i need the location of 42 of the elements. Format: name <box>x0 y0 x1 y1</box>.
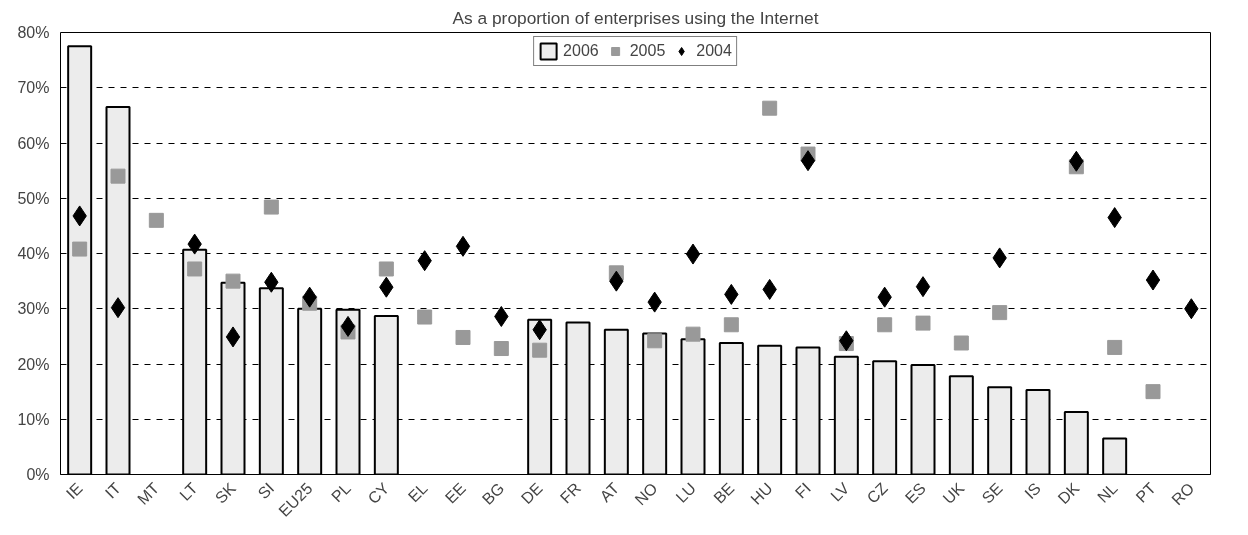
x-tick-label: PL <box>328 479 355 506</box>
x-tick-label: MT <box>133 479 163 508</box>
x-tick-label: SI <box>254 479 278 503</box>
x-tick-label: CZ <box>863 479 891 507</box>
y-tick-label: 70% <box>17 79 50 97</box>
y-tick-label: 10% <box>17 410 50 428</box>
y-tick-label: 80% <box>17 24 50 41</box>
legend-label: 2006 <box>563 42 599 60</box>
x-tick-label: CY <box>364 479 393 508</box>
y-tick-label: 40% <box>17 245 50 262</box>
x-tick-label: NO <box>631 479 661 509</box>
x-tick-label: HU <box>747 479 776 508</box>
x-tick-label: LU <box>672 479 700 506</box>
x-tick-label: EE <box>441 479 470 507</box>
x-tick-label: BG <box>478 479 508 508</box>
x-tick-label: NL <box>1094 479 1121 506</box>
x-tick-label: IS <box>1021 479 1045 503</box>
x-tick-label: SK <box>211 479 240 507</box>
x-tick-label: ES <box>901 479 930 507</box>
x-tick-label: FI <box>791 479 815 502</box>
x-tick-label: IE <box>62 479 86 503</box>
x-tick-label: IT <box>101 479 125 502</box>
chart-title: As a proportion of enterprises using the Internet <box>452 7 819 28</box>
x-tick-label: EL <box>404 479 431 506</box>
x-tick-label: LT <box>176 479 201 504</box>
legend-label: 2004 <box>696 42 732 60</box>
y-tick-label: 60% <box>17 134 50 152</box>
x-tick-label: RO <box>1168 479 1198 509</box>
y-tick-label: 30% <box>17 300 50 318</box>
x-tick-label: FR <box>556 479 585 507</box>
x-tick-label: UK <box>939 479 968 508</box>
x-tick-label: SE <box>978 479 1006 507</box>
legend-label: 2005 <box>629 42 666 60</box>
x-tick-label: LV <box>827 479 853 505</box>
x-tick-label: AT <box>596 479 623 506</box>
y-tick-label: 20% <box>17 355 50 373</box>
y-tick-label: 50% <box>17 189 50 207</box>
x-tick-label: PT <box>1132 479 1160 506</box>
y-tick-label: 0% <box>26 466 50 483</box>
x-tick-label: BE <box>710 479 738 507</box>
x-tick-label: DK <box>1054 479 1083 508</box>
x-tick-label: DE <box>517 479 546 508</box>
